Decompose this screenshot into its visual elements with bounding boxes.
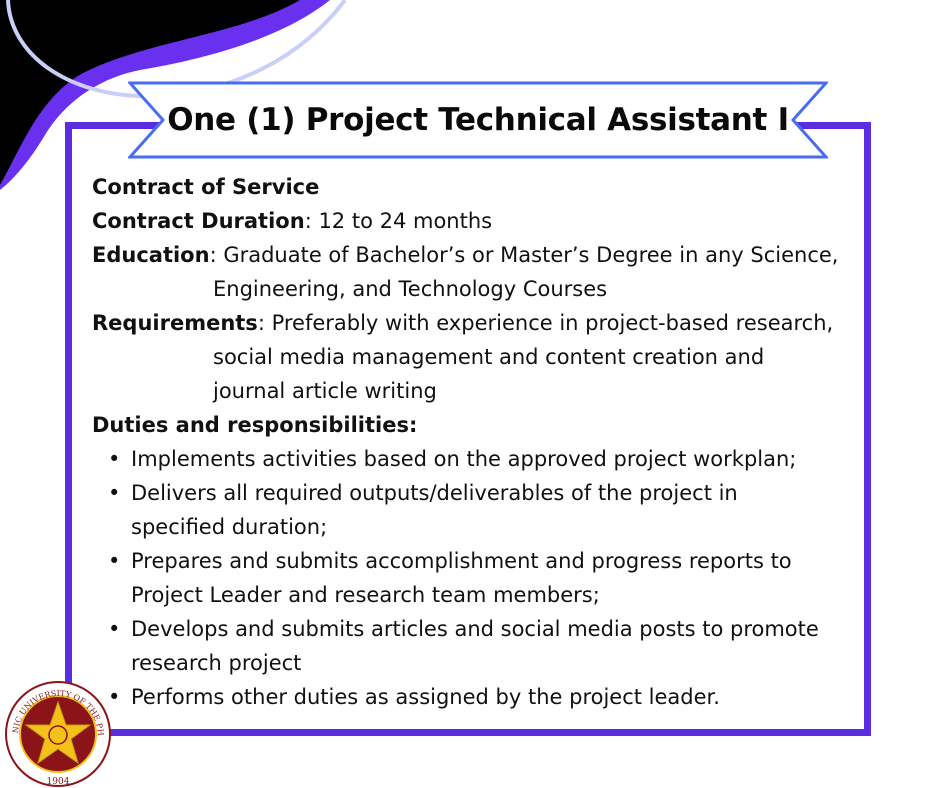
- duty-line: Develops and submits articles and social…: [131, 617, 819, 641]
- duty-line: Project Leader and research team members…: [131, 583, 600, 607]
- bullet-icon: •: [108, 549, 121, 573]
- duties-heading: Duties and responsibilities:: [92, 413, 418, 437]
- university-seal-icon: POLYTECHNIC UNIVERSITY OF THE PHILIPPINE…: [0, 680, 111, 787]
- duty-line: Prepares and submits accomplishment and …: [131, 549, 792, 573]
- duty-line: Implements activities based on the appro…: [131, 447, 797, 471]
- bullet-icon: •: [108, 447, 121, 471]
- education-text: : Graduate of Bachelor’s or Master’s Deg…: [209, 243, 839, 267]
- duty-item: • Prepares and submits accomplishment an…: [92, 544, 867, 612]
- bullet-icon: •: [108, 481, 121, 505]
- requirements-line-2: social media management and content crea…: [213, 345, 765, 369]
- bullet-icon: •: [108, 617, 121, 641]
- contract-type: Contract of Service: [92, 175, 320, 199]
- contract-duration: Contract Duration: 12 to 24 months: [92, 204, 867, 238]
- page-title: One (1) Project Technical Assistant I: [167, 102, 789, 138]
- duty-item: • Implements activities based on the app…: [92, 442, 867, 476]
- duration-value: : 12 to 24 months: [304, 209, 493, 233]
- requirements-line-3: journal article writing: [213, 379, 437, 403]
- requirements-text: : Preferably with experience in project-…: [257, 311, 834, 335]
- bullet-icon: •: [108, 685, 121, 709]
- seal-year: 1904: [47, 777, 70, 787]
- duty-item: • Performs other duties as assigned by t…: [92, 680, 867, 714]
- education-label: Education: [92, 243, 210, 267]
- duty-item: • Develops and submits articles and soci…: [92, 612, 867, 680]
- duty-item: • Delivers all required outputs/delivera…: [92, 476, 867, 544]
- duty-line: specified duration;: [131, 515, 328, 539]
- duration-label: Contract Duration: [92, 209, 305, 233]
- title-banner: [128, 81, 828, 159]
- job-details: Contract of Service Contract Duration: 1…: [92, 170, 867, 714]
- education-line-1: Education: Graduate of Bachelor’s or Mas…: [92, 238, 867, 272]
- corner-purple-wave: [0, 0, 330, 190]
- duty-line: Performs other duties as assigned by the…: [131, 685, 720, 709]
- duty-line: research project: [131, 651, 302, 675]
- requirements-line-1: Requirements: Preferably with experience…: [92, 306, 867, 340]
- requirements-label: Requirements: [92, 311, 258, 335]
- duty-line: Delivers all required outputs/deliverabl…: [131, 481, 738, 505]
- education-line-2: Engineering, and Technology Courses: [213, 277, 608, 301]
- corner-black-shape: [0, 0, 300, 185]
- duties-list: • Implements activities based on the app…: [92, 442, 867, 714]
